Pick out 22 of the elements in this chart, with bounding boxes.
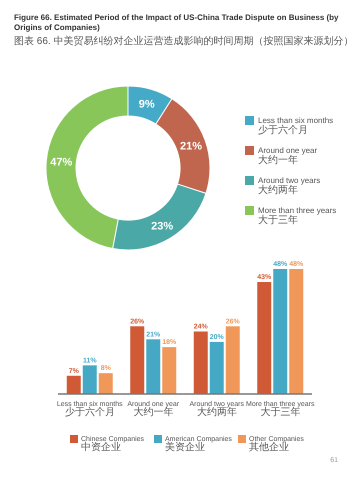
bar: [130, 326, 144, 394]
bar: [146, 339, 160, 394]
legend-label: Around two years 大约两年: [258, 176, 320, 196]
bar: [98, 373, 113, 394]
bar: [82, 365, 97, 394]
data-label: 23%: [151, 220, 174, 233]
bar: [162, 347, 176, 394]
legend-label: Around one year 大约一年: [258, 146, 318, 166]
chart-subtitle: 图表 66. 中美贸易纠纷对企业运营造成影响的时间周期（按照国家来源划分）: [14, 35, 354, 47]
bar: [226, 326, 240, 394]
bar: [194, 332, 208, 394]
bar: [289, 269, 304, 394]
bar: [66, 376, 81, 394]
data-label: 21%: [180, 140, 202, 152]
legend-label: More than three years 大于三年: [258, 206, 336, 226]
bar: [210, 342, 224, 394]
chart-title: Figure 66. Estimated Period of the Impact of US-China Trade Dispute on Business (by Origins of Companies): [14, 13, 340, 32]
bar: [257, 282, 272, 394]
legend-label: Less than six months 少于六个月: [258, 116, 334, 136]
bar: [273, 269, 288, 394]
data-label: 9%: [138, 98, 155, 111]
data-label: 47%: [50, 156, 73, 169]
